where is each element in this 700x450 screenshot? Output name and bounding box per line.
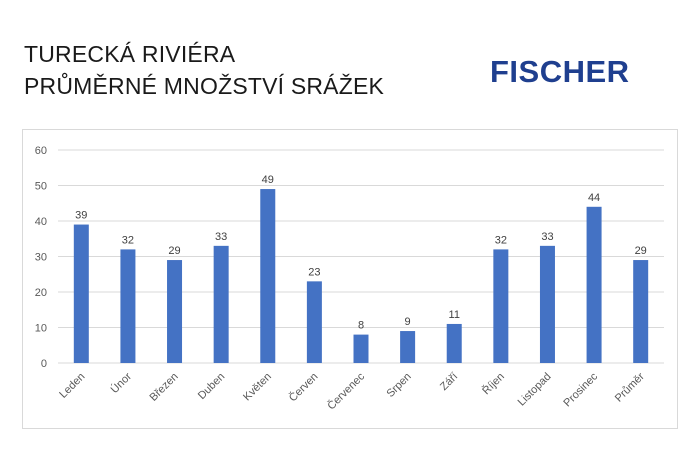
bar: [493, 249, 509, 363]
data-label: 29: [168, 245, 180, 257]
data-label: 33: [215, 231, 227, 243]
fischer-logo: FISCHER: [490, 54, 630, 89]
y-tick-label: 60: [35, 145, 47, 157]
bar: [539, 245, 555, 363]
title-line-1: TURECKÁ RIVIÉRA: [24, 41, 236, 67]
data-label: 29: [635, 245, 647, 257]
y-tick-label: 10: [35, 323, 47, 335]
bar: [633, 260, 649, 363]
data-label: 11: [449, 309, 460, 321]
y-tick-label: 20: [35, 287, 47, 299]
chart-title: TURECKÁ RIVIÉRA PRŮMĚRNÉ MNOŽSTVÍ SRÁŽEK: [24, 38, 384, 102]
data-label: 32: [495, 234, 507, 246]
y-tick-label: 50: [35, 181, 47, 193]
bar: [73, 224, 89, 363]
x-tick-label: Květen: [241, 371, 274, 404]
bar: [120, 249, 136, 363]
bar: [260, 189, 276, 363]
bar: [400, 331, 416, 363]
data-label: 32: [122, 234, 134, 246]
data-label: 44: [588, 192, 600, 204]
x-tick-label: Březen: [148, 371, 181, 404]
x-tick-label: Červenec: [325, 370, 368, 413]
x-tick-label: Únor: [108, 370, 134, 396]
x-tick-label: Srpen: [384, 371, 413, 400]
bar: [306, 281, 322, 363]
y-tick-label: 40: [35, 216, 47, 228]
x-tick-label: Listopad: [516, 371, 554, 409]
y-tick-label: 0: [41, 358, 47, 370]
bar: [167, 260, 183, 363]
data-label: 8: [358, 320, 364, 332]
bar: [353, 334, 369, 363]
bar: [213, 245, 229, 363]
x-tick-label: Leden: [57, 371, 87, 401]
data-label: 49: [262, 174, 274, 186]
title-line-2: PRŮMĚRNÉ MNOŽSTVÍ SRÁŽEK: [24, 73, 385, 99]
data-label: 33: [541, 231, 553, 243]
x-tick-label: Průměr: [613, 370, 647, 404]
x-tick-label: Říjen: [480, 370, 507, 397]
data-label: 9: [405, 316, 411, 328]
x-tick-label: Červen: [286, 370, 320, 404]
bar: [446, 323, 462, 363]
x-tick-label: Září: [438, 371, 460, 393]
y-tick-label: 30: [35, 252, 47, 264]
data-label: 39: [75, 210, 87, 222]
x-tick-label: Duben: [196, 371, 227, 402]
data-label: 23: [308, 266, 320, 278]
bar: [586, 206, 602, 363]
x-tick-label: Prosinec: [561, 370, 600, 409]
chart-area: [22, 129, 678, 429]
